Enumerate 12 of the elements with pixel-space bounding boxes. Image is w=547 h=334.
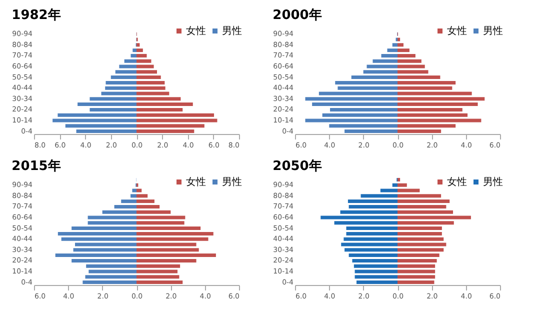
legend-label: 女性	[186, 25, 206, 37]
legend-label: 男性	[483, 176, 503, 188]
chart-title: 2000年	[272, 8, 322, 24]
chart-title: 2050年	[272, 159, 322, 174]
chart-title: 1982年	[12, 8, 61, 24]
legend-label: 男性	[483, 25, 503, 37]
chart-title: 2015年	[12, 159, 61, 174]
legend-label: 女性	[447, 25, 467, 37]
legend-label: 女性	[186, 176, 206, 188]
legend-label: 男性	[222, 25, 242, 37]
legend-label: 男性	[222, 176, 242, 188]
legend-label: 女性	[447, 176, 467, 188]
